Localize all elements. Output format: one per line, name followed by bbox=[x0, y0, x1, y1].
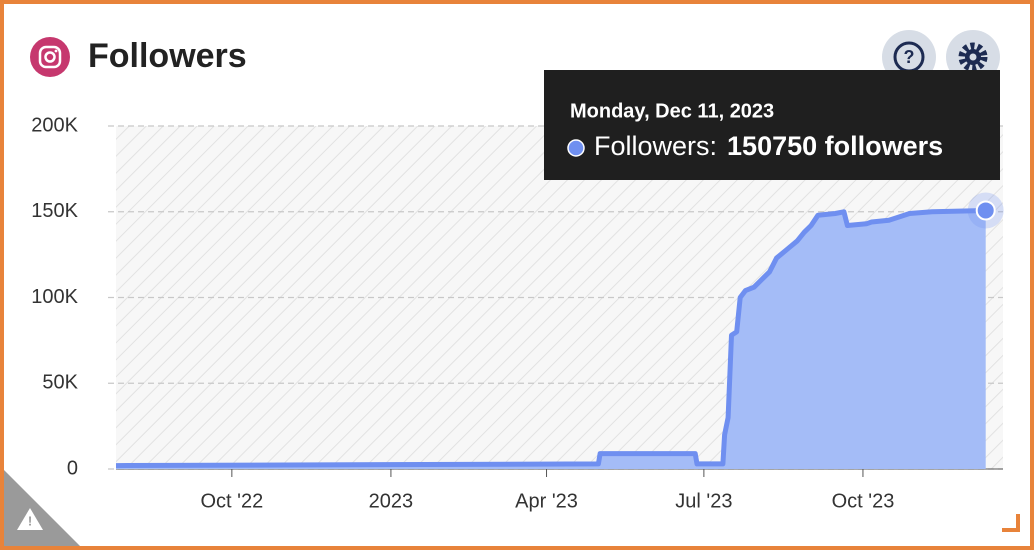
svg-text:!: ! bbox=[28, 513, 32, 528]
y-tick-label: 150K bbox=[31, 200, 78, 222]
x-tick-label: Oct '22 bbox=[200, 490, 263, 512]
x-tick-label: Apr '23 bbox=[515, 490, 578, 512]
y-tick-label: 0 bbox=[67, 457, 78, 479]
tooltip-date: Monday, Dec 11, 2023 bbox=[570, 100, 774, 122]
y-tick-label: 100K bbox=[31, 286, 78, 308]
warning-corner: ! bbox=[4, 470, 80, 546]
y-tick-label: 200K bbox=[31, 114, 78, 136]
line bbox=[115, 208, 986, 469]
tooltip-box bbox=[544, 70, 1000, 180]
tooltip-swatch bbox=[567, 139, 585, 157]
tooltip-label: Followers: bbox=[594, 131, 717, 161]
plot-area: 0 50K 100K 150K 200K Oct '22 2023 Apr '23 Jul '2… bbox=[31, 114, 1004, 512]
hover-point bbox=[975, 200, 996, 221]
widget-title: Followers bbox=[88, 37, 247, 75]
tooltip-value: 150750 followers bbox=[727, 131, 943, 161]
x-tick-label: Jul '23 bbox=[675, 490, 732, 512]
resize-handle[interactable] bbox=[1002, 514, 1020, 532]
tooltip: Monday, Dec 11, 2023 Followers: 150750 fol… bbox=[544, 70, 1000, 180]
x-tick-label: Oct '23 bbox=[832, 490, 895, 512]
x-tick-label: 2023 bbox=[369, 490, 414, 512]
svg-text:?: ? bbox=[904, 47, 915, 67]
instagram-icon bbox=[30, 37, 70, 77]
y-tick-label: 50K bbox=[42, 372, 78, 394]
